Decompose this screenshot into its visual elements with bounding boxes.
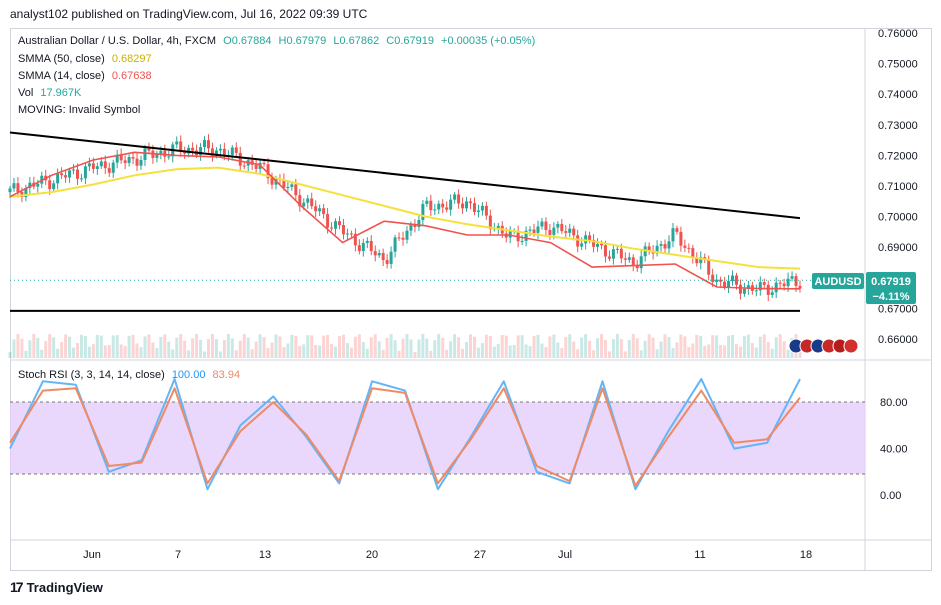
legend-stoch-label: Stoch RSI (3, 3, 14, 14, close) [18,369,165,381]
legend-sma14-row[interactable]: SMMA (14, close) 0.67638 [18,70,156,82]
legend-moving: MOVING: Invalid Symbol [18,104,141,116]
legend-open: O0.67884 [223,35,272,47]
legend-close: C0.67919 [386,35,434,47]
legend-symbol-row: Australian Dollar / U.S. Dollar, 4h, FXC… [18,35,539,47]
tradingview-name: TradingView [26,579,103,595]
legend-vol-row[interactable]: Vol 17.967K [18,87,85,99]
legend-sma50-row[interactable]: SMMA (50, close) 0.68297 [18,53,156,65]
legend-sma50-value: 0.68297 [111,53,152,65]
legend-vol-value: 17.967K [40,87,82,99]
legend-low: L0.67862 [333,35,380,47]
legend-moving-row[interactable]: MOVING: Invalid Symbol [18,104,144,116]
legend-high: H0.67979 [278,35,327,47]
legend-vol-label: Vol [18,87,34,99]
tradingview-logo-icon: 17 [10,579,24,595]
legend-sma14-label: SMMA (14, close) [18,70,105,82]
legend-stoch-d: 83.94 [212,369,241,381]
legend-sma50-label: SMMA (50, close) [18,53,105,65]
legend-change: +0.00035 (+0.05%) [441,35,536,47]
chart-frame [10,28,932,571]
publish-line: analyst102 published on TradingView.com,… [10,7,368,21]
legend-stoch-k: 100.00 [171,369,206,381]
legend-sma14-value: 0.67638 [111,70,152,82]
legend-stoch-row[interactable]: Stoch RSI (3, 3, 14, 14, close) 100.00 8… [18,369,244,381]
tradingview-brand[interactable]: 17 TradingView [10,579,103,595]
legend-symbol[interactable]: Australian Dollar / U.S. Dollar, 4h, FXC… [18,35,217,47]
